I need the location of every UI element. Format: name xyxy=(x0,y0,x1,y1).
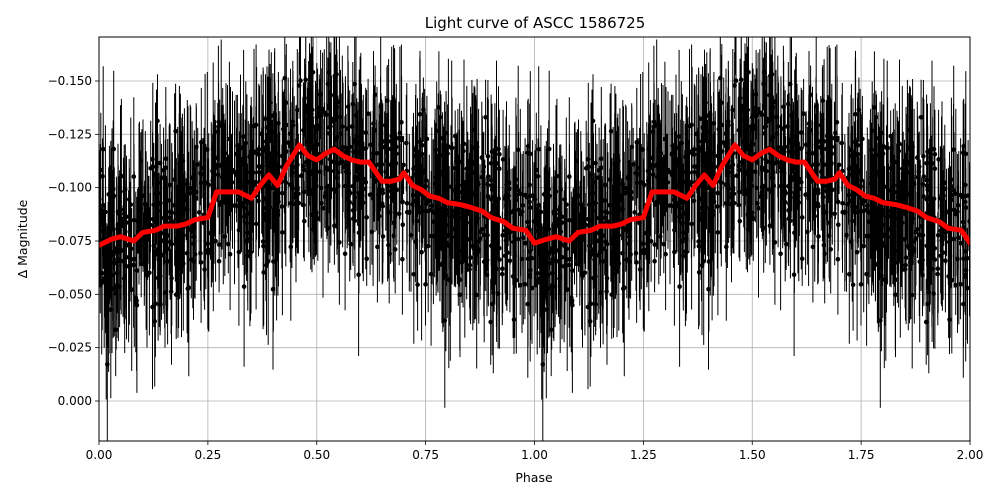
y-tick-label: −0.075 xyxy=(48,234,92,248)
observation-points xyxy=(99,37,970,441)
y-tick-label: −0.100 xyxy=(48,181,92,195)
binned-mean-curve xyxy=(99,142,970,248)
x-tick-label: 0.25 xyxy=(195,448,222,462)
x-tick-label: 0.00 xyxy=(86,448,113,462)
x-axis-ticks: 0.00 0.25 0.50 0.75 1.00 1.25 1.50 1.75 2.00 xyxy=(86,441,984,462)
x-tick-label: 0.75 xyxy=(412,448,439,462)
y-axis-ticks: −0.150 −0.125 −0.100 −0.075 −0.050 −0.025 0.00… xyxy=(48,74,99,408)
x-tick-label: 1.75 xyxy=(848,448,875,462)
y-tick-label: −0.150 xyxy=(48,74,92,88)
y-tick-label: −0.050 xyxy=(48,287,92,301)
y-tick-label: 0.000 xyxy=(58,394,92,408)
x-tick-label: 0.50 xyxy=(303,448,330,462)
x-axis-label: Phase xyxy=(515,470,553,485)
x-tick-label: 2.00 xyxy=(957,448,984,462)
y-axis-label: Δ Magnitude xyxy=(15,199,30,278)
x-tick-label: 1.50 xyxy=(739,448,766,462)
x-tick-label: 1.00 xyxy=(521,448,548,462)
y-tick-label: −0.125 xyxy=(48,127,92,141)
x-tick-label: 1.25 xyxy=(630,448,657,462)
y-tick-label: −0.025 xyxy=(48,341,92,355)
chart-title: Light curve of ASCC 1586725 xyxy=(425,14,646,32)
